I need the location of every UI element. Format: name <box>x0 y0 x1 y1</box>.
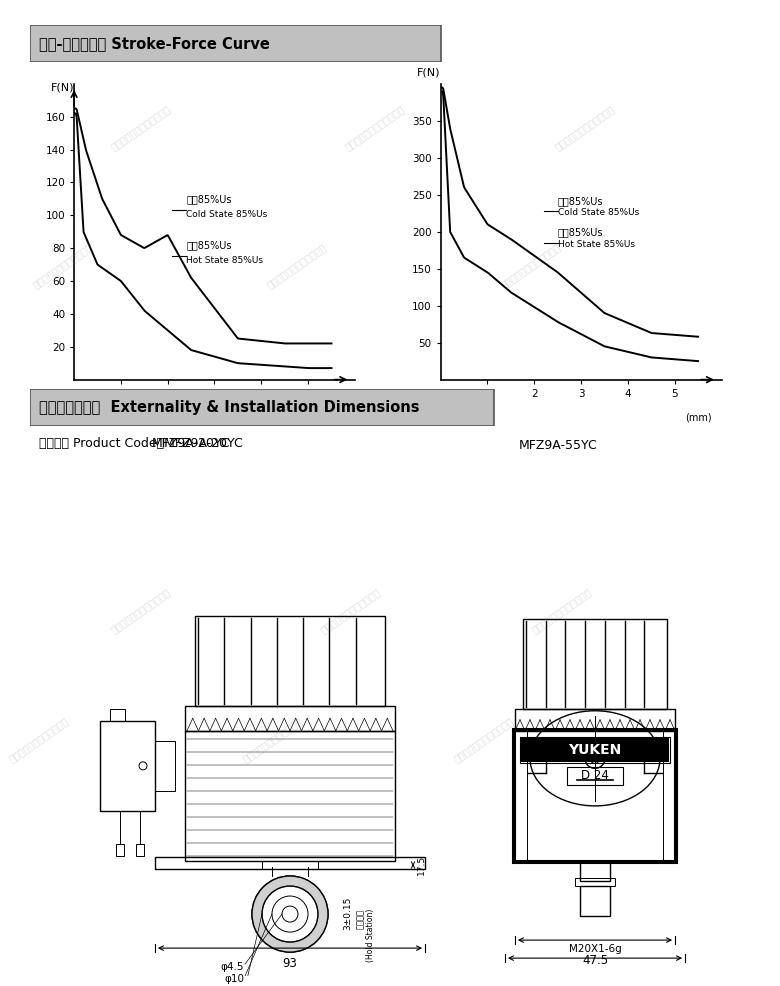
Text: 无锡凯维液压机械有限公司: 无锡凯维液压机械有限公司 <box>452 715 516 764</box>
Text: 无锡凯维液压机械有限公司: 无锡凯维液压机械有限公司 <box>108 104 172 153</box>
Text: 产品型号 Product Code：MFZ9A-20YC: 产品型号 Product Code：MFZ9A-20YC <box>39 437 243 451</box>
Text: 行程-力特性曲线 Stroke-Force Curve: 行程-力特性曲线 Stroke-Force Curve <box>39 35 270 51</box>
Text: (Hold Station): (Hold Station) <box>366 909 374 962</box>
Text: 无锡凯维液压机械有限公司: 无锡凯维液压机械有限公司 <box>342 104 406 153</box>
Text: 17.5: 17.5 <box>417 855 426 875</box>
Text: (mm): (mm) <box>686 413 712 423</box>
Text: 无锡凯维液压机械有限公司: 无锡凯维液压机械有限公司 <box>7 715 71 764</box>
Bar <box>580 886 610 916</box>
Text: MFZ9A-20YC: MFZ9A-20YC <box>152 437 230 451</box>
Text: Cold State 85%Us: Cold State 85%Us <box>558 208 639 217</box>
Text: 热态85%Us: 热态85%Us <box>186 240 232 249</box>
Bar <box>515 709 675 731</box>
Bar <box>520 737 670 763</box>
Text: Hot State 85%Us: Hot State 85%Us <box>558 240 635 248</box>
Wedge shape <box>252 876 328 952</box>
Bar <box>567 767 623 785</box>
Text: M20X1-6g: M20X1-6g <box>569 945 622 954</box>
Text: 冷态85%Us: 冷态85%Us <box>558 196 603 206</box>
Bar <box>513 729 677 863</box>
Text: φ10: φ10 <box>224 974 244 984</box>
Text: YUKEN: YUKEN <box>569 742 622 757</box>
Text: φ4.5: φ4.5 <box>221 962 244 972</box>
Bar <box>575 878 615 886</box>
Bar <box>155 857 425 869</box>
Text: 外形及安装尺寸  Externality & Installation Dimensions: 外形及安装尺寸 Externality & Installation Dimen… <box>39 400 419 415</box>
Bar <box>116 844 124 856</box>
Text: F(N): F(N) <box>51 82 74 92</box>
Text: F(N): F(N) <box>417 68 441 78</box>
Text: 93: 93 <box>282 957 297 970</box>
Bar <box>30 389 494 426</box>
Text: (mm): (mm) <box>319 412 346 422</box>
Text: 热态85%Us: 热态85%Us <box>558 228 603 238</box>
Bar <box>185 731 395 861</box>
Text: D 24: D 24 <box>581 769 609 782</box>
Bar <box>521 738 669 762</box>
Text: 无锡凯维液压机械有限公司: 无锡凯维液压机械有限公司 <box>319 587 383 636</box>
Bar <box>155 740 175 791</box>
Text: Cold State 85%Us: Cold State 85%Us <box>186 210 268 219</box>
Text: 冷态85%Us: 冷态85%Us <box>186 194 232 204</box>
Bar <box>136 844 144 856</box>
Text: Switching Solenoid: Switching Solenoid <box>10 535 20 607</box>
Text: 无锡凯维液压机械有限公司: 无锡凯维液压机械有限公司 <box>30 242 94 291</box>
Text: 无锡凯维液压机械有限公司: 无锡凯维液压机械有限公司 <box>108 587 172 636</box>
Bar <box>515 731 675 861</box>
Bar <box>523 618 667 709</box>
Bar <box>100 721 155 810</box>
Bar <box>580 861 610 881</box>
Bar <box>195 615 385 706</box>
Text: 无锡凯维液压机械有限公司: 无锡凯维液压机械有限公司 <box>498 242 562 291</box>
Text: 保持位置: 保持位置 <box>356 909 364 929</box>
Text: 无锡凯维液压机械有限公司: 无锡凯维液压机械有限公司 <box>264 242 328 291</box>
Bar <box>30 25 441 62</box>
Text: Hot State 85%Us: Hot State 85%Us <box>186 255 264 264</box>
Text: 47.5: 47.5 <box>582 954 608 967</box>
Bar <box>185 706 395 731</box>
Text: 3±0.15: 3±0.15 <box>343 897 353 931</box>
Text: 无锡凯维液压机械有限公司: 无锡凯维液压机械有限公司 <box>530 587 594 636</box>
Text: 无锡凯维液压机械有限公司: 无锡凯维液压机械有限公司 <box>241 715 305 764</box>
Text: 开关型: 开关型 <box>10 484 20 503</box>
Text: MFZ9A-55YC: MFZ9A-55YC <box>519 439 597 452</box>
Text: 无锡凯维液压机械有限公司: 无锡凯维液压机械有限公司 <box>553 104 617 153</box>
Bar <box>110 709 125 721</box>
